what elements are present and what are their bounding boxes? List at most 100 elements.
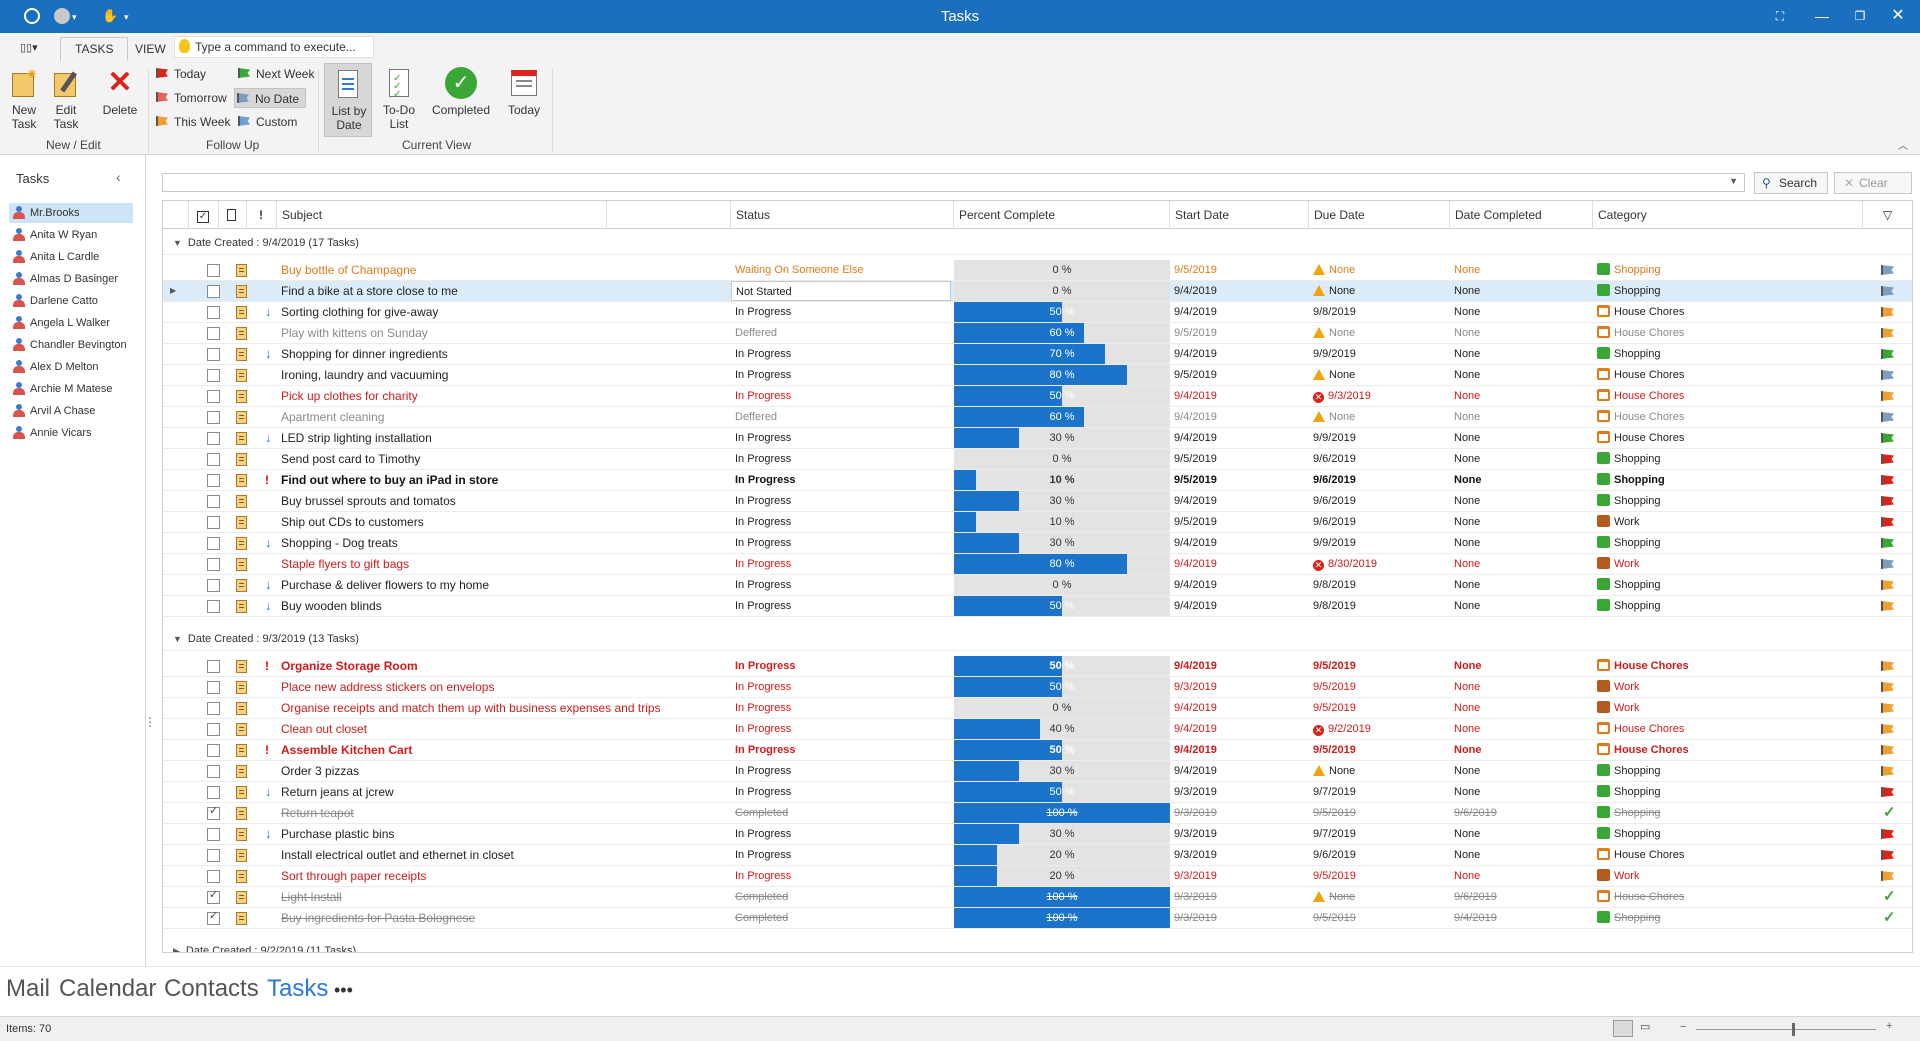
nav-tasks[interactable]: Tasks [267, 975, 329, 1002]
chevron-down-icon[interactable]: ▼ [173, 238, 182, 248]
task-status[interactable]: In Progress [735, 600, 792, 612]
search-button[interactable]: ⚲ Search [1754, 172, 1828, 194]
clear-button[interactable]: ✕ Clear [1834, 172, 1912, 194]
complete-checkbox[interactable] [207, 723, 220, 736]
follow-up-flag-icon[interactable] [1881, 286, 1894, 296]
followup-custom-button[interactable]: Custom [236, 112, 297, 132]
search-dropdown-icon[interactable]: ▼ [1729, 176, 1738, 186]
task-status[interactable]: Completed [735, 912, 789, 924]
restore-button[interactable]: ❐ [1854, 9, 1866, 23]
follow-up-flag-icon[interactable] [1881, 328, 1894, 338]
completed-check-icon[interactable]: ✓ [1883, 888, 1896, 905]
follow-up-flag-icon[interactable] [1881, 517, 1894, 527]
complete-checkbox[interactable] [207, 909, 220, 925]
new-task-button[interactable]: ✷ New Task [8, 67, 40, 131]
complete-checkbox[interactable] [207, 558, 220, 571]
follow-up-flag-icon[interactable] [1881, 265, 1894, 275]
zoom-slider-thumb[interactable] [1792, 1023, 1795, 1036]
complete-checkbox[interactable] [207, 600, 220, 613]
today-view-button[interactable]: Today [504, 67, 544, 117]
header-icon-column[interactable] [219, 201, 247, 229]
complete-checkbox[interactable] [207, 681, 220, 694]
nav-calendar[interactable]: Calendar [59, 975, 157, 1002]
zoom-slider[interactable] [1696, 1029, 1876, 1030]
nav-person-item[interactable]: Darlene Catto [9, 291, 133, 311]
task-status[interactable]: In Progress [735, 765, 792, 777]
zoom-out-icon[interactable]: − [1680, 1021, 1687, 1033]
task-status[interactable]: In Progress [735, 348, 792, 360]
task-row[interactable]: Buy brussel sprouts and tomatos In Progre… [163, 491, 1912, 512]
follow-up-flag-icon[interactable] [1881, 850, 1894, 860]
complete-checkbox[interactable] [207, 579, 220, 592]
chevron-down-icon[interactable]: ▼ [173, 634, 182, 644]
complete-checkbox[interactable] [207, 804, 220, 820]
follow-up-flag-icon[interactable] [1881, 370, 1894, 380]
task-row[interactable]: ↓ Shopping for dinner ingredients In Progr… [163, 344, 1912, 365]
task-status[interactable]: In Progress [735, 558, 792, 570]
qat-customize-icon[interactable]: ▾ [124, 12, 129, 22]
follow-up-flag-icon[interactable] [1881, 724, 1894, 734]
task-row[interactable]: ! Find out where to buy an iPad in store I… [163, 470, 1912, 491]
header-date-completed[interactable]: Date Completed [1450, 201, 1593, 229]
reading-view-icon[interactable]: ▭ [1640, 1021, 1651, 1033]
complete-checkbox[interactable] [207, 702, 220, 715]
header-start-date[interactable]: Start Date [1170, 201, 1309, 229]
task-status[interactable]: In Progress [735, 660, 796, 672]
complete-checkbox[interactable] [207, 453, 220, 466]
follow-up-flag-icon[interactable] [1881, 412, 1894, 422]
task-row[interactable]: ! Assemble Kitchen Cart In Progress 50 % 9/4… [163, 740, 1912, 761]
followup-tomorrow-button[interactable]: Tomorrow [154, 88, 227, 108]
task-row[interactable]: Order 3 pizzas In Progress 30 % 9/4/2019 Non… [163, 761, 1912, 782]
chevron-right-icon[interactable]: ▶ [173, 946, 180, 953]
command-input[interactable]: Type a command to execute... [174, 36, 374, 58]
nav-person-item[interactable]: Arvil A Chase [9, 401, 133, 421]
followup-next-week-button[interactable]: Next Week [236, 64, 314, 84]
complete-checkbox[interactable] [207, 348, 220, 361]
task-status[interactable]: In Progress [735, 828, 792, 840]
complete-checkbox[interactable] [207, 828, 220, 841]
task-row[interactable]: ! Organize Storage Room In Progress 50 % 9/4… [163, 656, 1912, 677]
task-row[interactable]: Organise receipts and match them up with… [163, 698, 1912, 719]
task-row[interactable]: ↓ Buy wooden blinds In Progress 50 % 9/4/201… [163, 596, 1912, 617]
complete-checkbox[interactable] [207, 285, 220, 298]
task-row[interactable]: Send post card to Timothy In Progress 0 % 9… [163, 449, 1912, 470]
minimize-button[interactable]: — [1815, 8, 1829, 24]
follow-up-flag-icon[interactable] [1881, 871, 1894, 881]
follow-up-flag-icon[interactable] [1881, 496, 1894, 506]
follow-up-flag-icon[interactable] [1881, 307, 1894, 317]
task-row[interactable]: ↓ Return jeans at jcrew In Progress 50 % 9/3… [163, 782, 1912, 803]
task-status[interactable]: In Progress [735, 786, 792, 798]
task-row[interactable]: Ship out CDs to customers In Progress 10 %… [163, 512, 1912, 533]
send-receive-icon[interactable] [54, 8, 70, 24]
collapse-pane-icon[interactable]: ‹ [116, 169, 121, 185]
task-status[interactable]: Waiting On Someone Else [735, 264, 864, 276]
header-filter[interactable]: ▽ [1863, 201, 1912, 229]
nav-mail[interactable]: Mail [6, 975, 51, 1002]
completed-check-icon[interactable]: ✓ [1883, 909, 1896, 926]
nav-person-item[interactable]: Angela L Walker [9, 313, 133, 333]
task-status[interactable]: In Progress [735, 537, 792, 549]
complete-checkbox[interactable] [207, 495, 220, 508]
group-row[interactable]: ▼ Date Created : 9/3/2019 (13 Tasks) [163, 625, 1912, 651]
task-row[interactable]: Play with kittens on Sunday Deffered 60 % 9… [163, 323, 1912, 344]
complete-checkbox[interactable] [207, 786, 220, 799]
follow-up-flag-icon[interactable] [1881, 661, 1894, 671]
task-status[interactable]: Deffered [735, 327, 777, 339]
follow-up-flag-icon[interactable] [1881, 787, 1894, 797]
task-status[interactable]: In Progress [735, 702, 792, 714]
complete-checkbox[interactable] [207, 306, 220, 319]
task-status[interactable]: In Progress [735, 390, 792, 402]
follow-up-flag-icon[interactable] [1881, 454, 1894, 464]
task-status[interactable]: In Progress [735, 306, 792, 318]
header-status[interactable]: Status [731, 201, 954, 229]
complete-checkbox[interactable] [207, 888, 220, 904]
task-status[interactable]: In Progress [735, 681, 792, 693]
more-modules-button[interactable]: ••• [334, 980, 353, 1000]
nav-person-item[interactable]: Almas D Basinger [9, 269, 133, 289]
follow-up-flag-icon[interactable] [1881, 682, 1894, 692]
todo-list-button[interactable]: ✓ ✓ ✓ To-Do List [378, 67, 420, 131]
task-status[interactable]: In Progress [735, 870, 792, 882]
task-row[interactable]: Place new address stickers on envelops In… [163, 677, 1912, 698]
task-row[interactable]: Return teapot Completed 100 % 9/3/2019 9/5/2… [163, 803, 1912, 824]
task-row[interactable]: ↓ LED strip lighting installation In Progr… [163, 428, 1912, 449]
